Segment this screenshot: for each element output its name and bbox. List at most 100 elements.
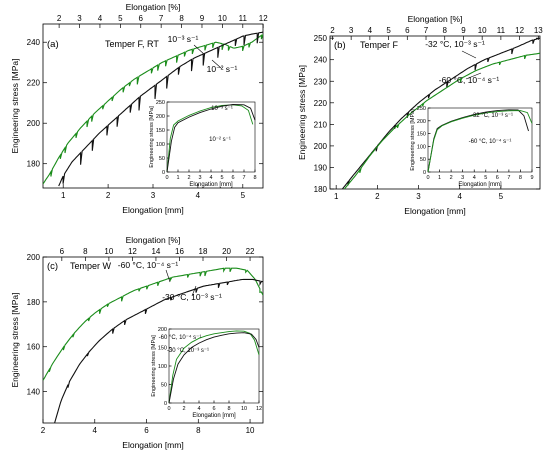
x2-tick-label: 10 (104, 247, 113, 256)
leader-line (193, 44, 206, 56)
inset-y-tick-label: 200 (417, 119, 426, 125)
inset-series-line-2 (166, 104, 256, 173)
series-group (43, 267, 263, 423)
inset-x-label: Elongation [mm] (458, 182, 502, 188)
x2-tick-label: 2 (57, 14, 62, 23)
x2-tick-label: 6 (405, 26, 410, 35)
x2-tick-label: 11 (497, 26, 506, 35)
x2-axis-label: Elongation [%] (408, 14, 463, 24)
leader-line (211, 59, 222, 69)
x-tick-label: 1 (334, 192, 339, 201)
x2-tick-label: 10 (218, 14, 227, 23)
x-tick-label: 4 (196, 191, 201, 200)
inset-y-label: Engineering stress [MPa] (149, 106, 155, 168)
x-tick-label: 5 (499, 192, 504, 201)
series-label-2: 10⁻² s⁻¹ (207, 64, 238, 74)
inset-y-tick-label: 150 (417, 132, 426, 138)
inset-x-tick-label: 4 (473, 175, 476, 181)
chart-panel-c: 2 4 6 8 106 8 10 12 14 16 18 20 22140160180200Elonga… (10, 235, 264, 450)
x2-tick-label: 5 (386, 26, 391, 35)
x2-tick-label: 13 (534, 26, 543, 35)
series-line-2 (343, 52, 540, 189)
x2-tick-label: 18 (199, 247, 208, 256)
inset-x-tick-label: 5 (484, 175, 487, 181)
inset-y-tick-label: 150 (158, 346, 167, 352)
y-tick-label: 220 (27, 79, 41, 88)
leader-line (461, 50, 477, 59)
leader-line (165, 269, 171, 283)
y-tick-label: 190 (314, 163, 328, 172)
inset-y-tick-label: 100 (156, 142, 165, 148)
x2-tick-label: 4 (368, 26, 373, 35)
inset-x-tick-label: 1 (438, 175, 441, 181)
series-label-1: -32 °C, 10⁻³ s⁻¹ (425, 39, 485, 49)
inset-x-tick-label: 0 (167, 406, 170, 412)
x2-tick-label: 14 (151, 247, 160, 256)
x-axis-label: Elongation [mm] (122, 205, 183, 215)
panel-label: (a) (47, 39, 59, 50)
y-tick-label: 220 (314, 99, 328, 108)
series-line-1 (43, 33, 263, 185)
inset-x-tick-label: 2 (187, 175, 190, 181)
x2-tick-label: 7 (159, 14, 164, 23)
series-label-2: -30 °C, 10⁻³ s⁻¹ (162, 292, 222, 302)
series-group (43, 31, 263, 187)
inset-x-tick-label: 4 (197, 406, 200, 412)
inset-series-line-2 (168, 332, 260, 404)
y-axis-label: Engineering stress [MPa] (10, 293, 20, 388)
x2-tick-label: 2 (330, 26, 335, 35)
leader-line (191, 285, 197, 297)
series-label-2: -60 °C, 10⁻⁴ s⁻¹ (439, 75, 500, 85)
y-tick-label: 240 (27, 38, 41, 47)
inset-x-tick-label: 8 (227, 406, 230, 412)
inset-series-label-1: -32 °C, 10⁻³ s⁻¹ (471, 113, 513, 119)
inset-series-line-2 (427, 110, 533, 173)
inset-frame (427, 107, 533, 173)
y-tick-label: 200 (27, 253, 41, 262)
inset-x-label: Elongation [mm] (192, 413, 236, 419)
inset-series-label-1: 10⁻³ s⁻¹ (211, 106, 233, 112)
inset-x-tick-label: 6 (231, 175, 234, 181)
inset-x-tick-label: 3 (461, 175, 464, 181)
x-tick-label: 2 (41, 426, 46, 435)
x-axis-label: Elongation [mm] (404, 206, 465, 216)
inset-series-line-1 (427, 109, 529, 173)
chart-panel-b: 1 2 3 4 52 3 4 5 6 7 8 9 10 11 12 131801902002102202302… (297, 14, 543, 216)
x2-axis-label: Elongation [%] (126, 235, 181, 245)
inset-y-tick-label: 0 (162, 170, 165, 176)
inset-x-tick-label: 7 (507, 175, 510, 181)
inset-y-tick-label: 150 (156, 128, 165, 134)
panel-label: (b) (334, 40, 346, 51)
inset-y-tick-label: 200 (156, 114, 165, 120)
x2-tick-label: 7 (424, 26, 429, 35)
panel-annotation: Temper F (360, 40, 399, 50)
series-label-1: 10⁻³ s⁻¹ (168, 34, 199, 44)
x2-tick-label: 8 (443, 26, 448, 35)
series-label-1: -60 °C, 10⁻⁴ s⁻¹ (118, 260, 179, 270)
panel-label: (c) (47, 261, 58, 272)
panel-annotation: Temper W (70, 261, 112, 271)
inset-series-label-2: -30 °C, 10⁻³ s⁻¹ (167, 348, 209, 354)
series-line-1 (43, 267, 263, 381)
x2-tick-label: 4 (98, 14, 103, 23)
x-tick-label: 5 (241, 191, 246, 200)
x-tick-label: 4 (457, 192, 462, 201)
series-line-2 (58, 31, 263, 187)
inset-chart: 0 1 2 3 4 5 6 7 8 0 50 100 150 200 250 Elongation [mm] E… (149, 100, 257, 188)
y-tick-label: 160 (27, 343, 41, 352)
inset-x-tick-label: 12 (256, 406, 262, 412)
y-axis-label: Engineering stress [MPa] (10, 59, 20, 154)
x2-tick-label: 12 (259, 14, 268, 23)
inset-chart: 0 2 4 6 8 10 12 0 50 100 150 200 Elongation [mm] Engi… (151, 327, 262, 419)
inset-series-line-1 (168, 330, 260, 404)
inset-x-tick-label: 5 (220, 175, 223, 181)
x2-tick-label: 8 (83, 247, 88, 256)
x2-tick-label: 9 (461, 26, 466, 35)
x2-tick-label: 5 (118, 14, 123, 23)
x2-tick-label: 8 (179, 14, 184, 23)
y-tick-label: 180 (314, 185, 328, 194)
inset-x-label: Elongation [mm] (189, 182, 233, 188)
inset-x-tick-label: 2 (450, 175, 453, 181)
inset-series-line-1 (166, 104, 254, 173)
